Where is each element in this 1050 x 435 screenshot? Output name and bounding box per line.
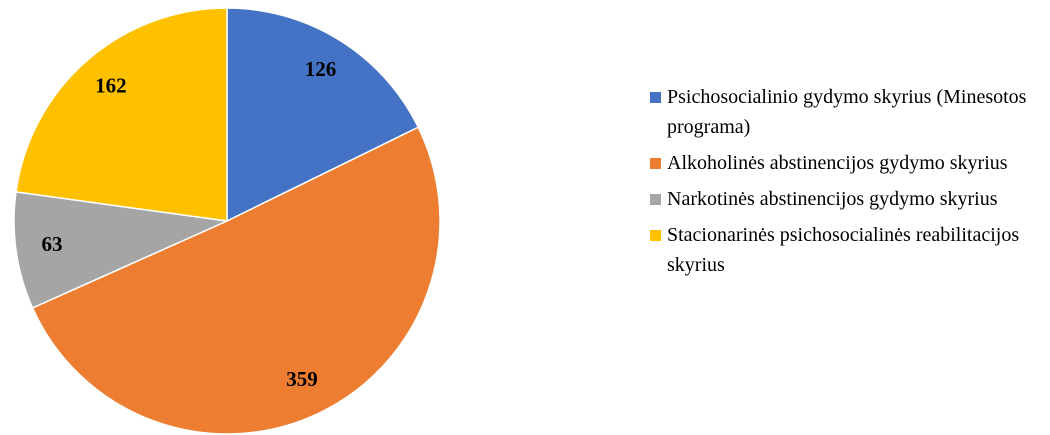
data-label: 359 (286, 367, 318, 391)
legend-item: Alkoholinės abstinencijos gydymo skyrius (650, 148, 1045, 178)
pie-slice (15, 7, 228, 222)
data-label: 63 (41, 232, 62, 256)
legend-item: Psichosocialinio gydymo skyrius (Minesot… (650, 82, 1045, 142)
legend-item: Narkotinės abstinencijos gydymo skyrius (650, 184, 1045, 214)
legend: Psichosocialinio gydymo skyrius (Minesot… (650, 82, 1045, 286)
legend-swatch (650, 158, 661, 169)
legend-label: Stacionarinės psichosocialinės reabilita… (667, 224, 1020, 276)
legend-item: Stacionarinės psichosocialinės reabilita… (650, 220, 1045, 280)
data-label: 126 (305, 57, 337, 81)
legend-label: Alkoholinės abstinencijos gydymo skyrius (667, 152, 1008, 174)
legend-swatch (650, 230, 661, 241)
chart: 126 359 63 162 (13, 7, 441, 435)
legend-label: Psichosocialinio gydymo skyrius (Minesot… (667, 86, 1027, 138)
pie-slice (226, 7, 420, 223)
pie-slice (13, 191, 230, 309)
legend-swatch (650, 194, 661, 205)
legend-label: Narkotinės abstinencijos gydymo skyrius (667, 188, 998, 210)
legend-swatch (650, 92, 661, 103)
pie-slice (31, 126, 441, 435)
data-label: 162 (95, 74, 127, 98)
